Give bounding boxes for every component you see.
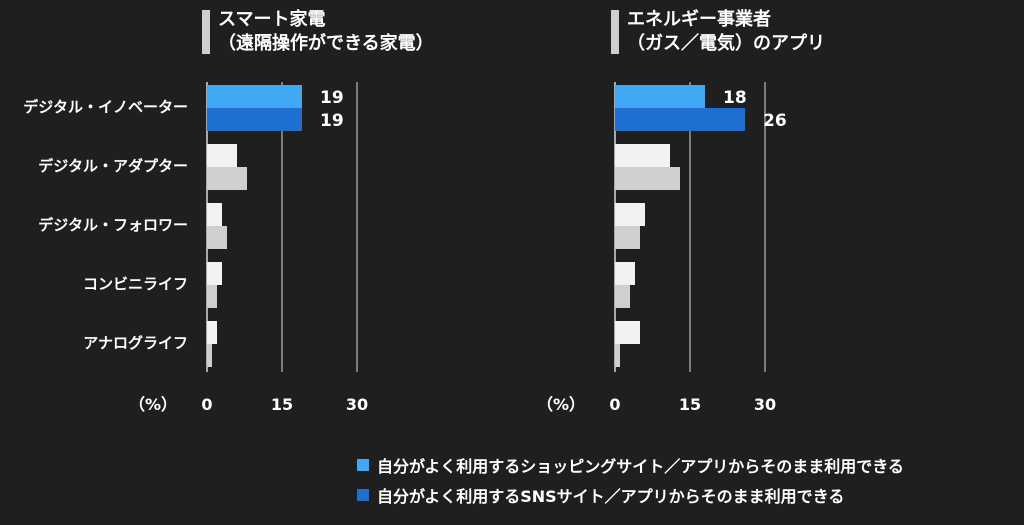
left-chart-title: スマート家電 （遠隔操作ができる家電）: [218, 8, 434, 56]
energy-app-bar-sns: [615, 344, 620, 367]
smart-appliance-bar-sns: [207, 285, 217, 308]
legend-label-shopping: 自分がよく利用するショッピングサイト／アプリからそのまま利用できる: [377, 457, 904, 476]
smart-appliance-bar-sns: [207, 108, 302, 131]
right-title-bar: [611, 10, 619, 54]
smart-appliance-bar-shopping: [207, 144, 237, 167]
smart-appliance-tick-label: 0: [201, 395, 212, 414]
energy-app-bar-sns: [615, 285, 630, 308]
legend-item-sns: 自分がよく利用するSNSサイト／アプリからそのまま利用できる: [357, 480, 904, 510]
right-title-line1: エネルギー事業者: [627, 9, 771, 30]
energy-app-bar-sns: [615, 167, 680, 190]
energy-app-tick-label: 0: [609, 395, 620, 414]
energy-app-bar-shopping: [615, 321, 640, 344]
smart-appliance-bar-sns: [207, 226, 227, 249]
right-chart-title: エネルギー事業者 （ガス／電気）のアプリ: [627, 8, 825, 56]
smart-appliance-unit-label: （%）: [129, 395, 177, 414]
legend-swatch-sns: [357, 489, 369, 501]
chart-canvas: 0 15 30 （%） デジタル・イノベーター 19 19 デジタル・アダプターデジタル・フォ…: [23, 82, 787, 414]
category-label: デジタル・イノベーター: [23, 98, 188, 116]
energy-app-bar-shopping: [615, 262, 635, 285]
smart-appliance-tick-label: 30: [346, 395, 368, 414]
category-label: デジタル・アダプター: [38, 157, 188, 175]
smart-appliance-bar-shopping: [207, 85, 302, 108]
category-label: コンビニライフ: [83, 275, 188, 293]
energy-app-bar-shopping: [615, 144, 670, 167]
legend: 自分がよく利用するショッピングサイト／アプリからそのまま利用できる 自分がよく利…: [357, 450, 904, 510]
energy-app-bar-sns: [615, 108, 745, 131]
smart-appliance-data-label: 19: [320, 111, 344, 131]
category-label: デジタル・フォロワー: [38, 216, 188, 234]
left-title-line1: スマート家電: [218, 9, 326, 30]
left-title-line2: （遠隔操作ができる家電）: [218, 33, 434, 54]
category-label: アナログライフ: [83, 334, 188, 352]
energy-app-tick-label: 30: [754, 395, 776, 414]
left-title-bar: [202, 10, 210, 54]
smart-appliance-bar-shopping: [207, 321, 217, 344]
right-title-line2: （ガス／電気）のアプリ: [627, 33, 825, 54]
energy-app-unit-label: （%）: [537, 395, 585, 414]
smart-appliance-bar-sns: [207, 167, 247, 190]
energy-app-bar-shopping: [615, 203, 645, 226]
energy-app-tick-label: 15: [679, 395, 701, 414]
energy-app-bar-sns: [615, 226, 640, 249]
legend-item-shopping: 自分がよく利用するショッピングサイト／アプリからそのまま利用できる: [357, 450, 904, 480]
energy-app-data-label: 26: [763, 111, 787, 131]
legend-swatch-shopping: [357, 459, 369, 471]
smart-appliance-bar-sns: [207, 344, 212, 367]
energy-app-data-label: 18: [723, 88, 747, 108]
legend-label-sns: 自分がよく利用するSNSサイト／アプリからそのまま利用できる: [377, 487, 845, 506]
energy-app-bar-shopping: [615, 85, 705, 108]
smart-appliance-tick-label: 15: [271, 395, 293, 414]
smart-appliance-bar-shopping: [207, 203, 222, 226]
smart-appliance-bar-shopping: [207, 262, 222, 285]
smart-appliance-data-label: 19: [320, 88, 344, 108]
